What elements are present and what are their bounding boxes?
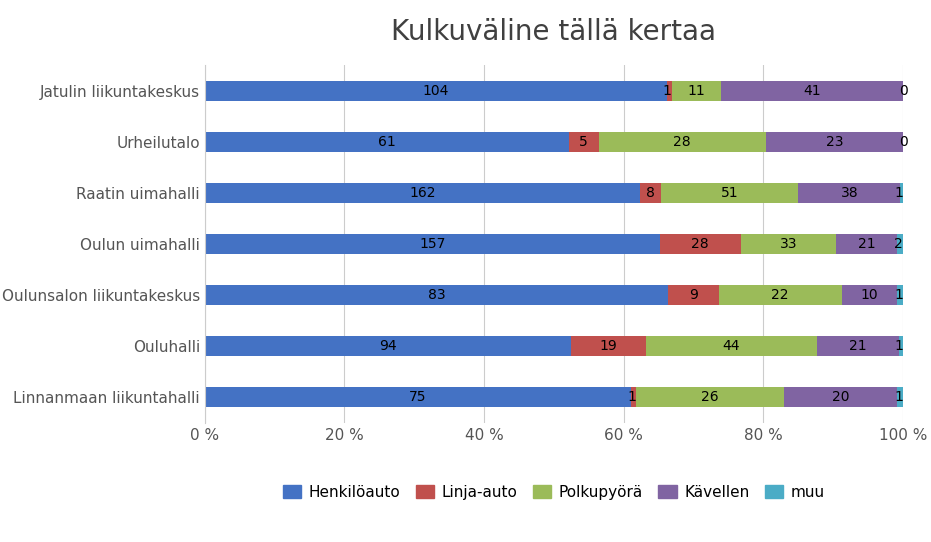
Text: 41: 41: [803, 84, 821, 98]
Bar: [784, 387, 897, 406]
Text: 104: 104: [423, 84, 450, 98]
Bar: [205, 183, 640, 203]
Bar: [842, 285, 897, 305]
Bar: [599, 132, 766, 152]
Text: 2: 2: [895, 237, 903, 251]
Bar: [817, 336, 899, 356]
Bar: [900, 183, 903, 203]
Bar: [630, 387, 636, 406]
Text: 1: 1: [894, 288, 903, 302]
Bar: [205, 387, 630, 406]
Text: 21: 21: [849, 339, 867, 353]
Text: 94: 94: [379, 339, 397, 353]
Text: 22: 22: [772, 288, 789, 302]
Text: 5: 5: [579, 135, 588, 149]
Text: 19: 19: [600, 339, 617, 353]
Text: 83: 83: [428, 288, 445, 302]
Title: Kulkuväline tällä kertaa: Kulkuväline tällä kertaa: [391, 18, 717, 46]
Legend: Henkilöauto, Linja-auto, Polkupyörä, Kävellen, muu: Henkilöauto, Linja-auto, Polkupyörä, Käv…: [276, 477, 832, 507]
Bar: [836, 234, 897, 254]
Text: 0: 0: [898, 84, 908, 98]
Bar: [636, 387, 784, 406]
Bar: [205, 81, 668, 101]
Bar: [645, 336, 817, 356]
Text: 1: 1: [894, 339, 903, 353]
Text: 0: 0: [898, 135, 908, 149]
Text: 1: 1: [894, 186, 903, 200]
Bar: [569, 132, 599, 152]
Text: 23: 23: [826, 135, 843, 149]
Text: 33: 33: [780, 237, 797, 251]
Text: 28: 28: [692, 237, 709, 251]
Text: 8: 8: [646, 186, 655, 200]
Text: 9: 9: [689, 288, 698, 302]
Bar: [719, 285, 842, 305]
Text: 10: 10: [861, 288, 878, 302]
Bar: [668, 81, 672, 101]
Bar: [897, 234, 903, 254]
Bar: [897, 285, 903, 305]
Text: 11: 11: [687, 84, 705, 98]
Text: 20: 20: [832, 390, 849, 404]
Bar: [668, 285, 719, 305]
Text: 1: 1: [627, 390, 636, 404]
Bar: [572, 336, 645, 356]
Bar: [741, 234, 836, 254]
Bar: [660, 234, 741, 254]
Text: 1: 1: [663, 84, 672, 98]
Text: 51: 51: [721, 186, 738, 200]
Text: 28: 28: [673, 135, 691, 149]
Bar: [205, 336, 572, 356]
Bar: [798, 183, 900, 203]
Bar: [640, 183, 661, 203]
Bar: [205, 132, 569, 152]
Bar: [205, 285, 668, 305]
Bar: [205, 234, 660, 254]
Text: 162: 162: [409, 186, 436, 200]
Text: 75: 75: [409, 390, 426, 404]
Text: 21: 21: [858, 237, 876, 251]
Text: 157: 157: [419, 237, 445, 251]
Bar: [661, 183, 798, 203]
Bar: [766, 132, 903, 152]
Bar: [897, 387, 903, 406]
Text: 61: 61: [378, 135, 396, 149]
Bar: [899, 336, 903, 356]
Bar: [721, 81, 903, 101]
Text: 44: 44: [722, 339, 740, 353]
Text: 38: 38: [841, 186, 858, 200]
Text: 26: 26: [701, 390, 719, 404]
Text: 1: 1: [894, 390, 903, 404]
Bar: [672, 81, 721, 101]
